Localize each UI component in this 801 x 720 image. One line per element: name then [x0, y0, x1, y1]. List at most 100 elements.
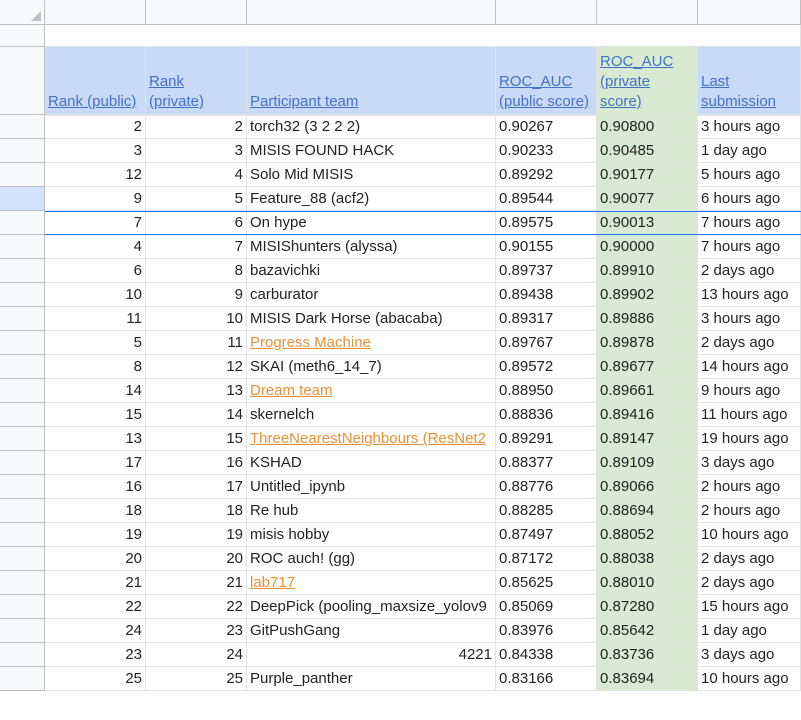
row-header-8[interactable] [0, 211, 45, 235]
last-submission-cell[interactable]: 9 hours ago [698, 379, 801, 403]
public-score-cell[interactable]: 0.83976 [496, 619, 597, 643]
team-cell[interactable]: Re hub [247, 499, 496, 523]
private-score-cell[interactable]: 0.89910 [597, 259, 698, 283]
private-score-cell[interactable]: 0.90077 [597, 187, 698, 211]
header-private-score[interactable]: ROC_AUC (private score) [597, 47, 698, 115]
row-header-4[interactable] [0, 115, 45, 139]
team-cell[interactable]: skernelch [247, 403, 496, 427]
column-header-F[interactable] [698, 0, 801, 25]
last-submission-cell[interactable]: 2 days ago [698, 571, 801, 595]
rank-public-cell[interactable]: 22 [45, 595, 146, 619]
team-cell[interactable]: torch32 (3 2 2 2) [247, 115, 496, 139]
private-score-cell[interactable]: 0.88038 [597, 547, 698, 571]
rank-public-cell[interactable]: 23 [45, 643, 146, 667]
rank-public-cell[interactable]: 21 [45, 571, 146, 595]
public-score-cell[interactable]: 0.84338 [496, 643, 597, 667]
rank-public-cell[interactable]: 2 [45, 115, 146, 139]
row-header-21[interactable] [0, 523, 45, 547]
rank-private-cell[interactable]: 3 [146, 139, 247, 163]
public-score-cell[interactable]: 0.85069 [496, 595, 597, 619]
private-score-cell[interactable]: 0.87280 [597, 595, 698, 619]
team-cell[interactable]: Progress Machine [247, 331, 496, 355]
private-score-cell[interactable]: 0.89677 [597, 355, 698, 379]
rank-private-cell[interactable]: 6 [146, 211, 247, 235]
last-submission-cell[interactable]: 14 hours ago [698, 355, 801, 379]
last-submission-cell[interactable]: 2 hours ago [698, 499, 801, 523]
rank-private-cell[interactable]: 19 [146, 523, 247, 547]
public-score-cell[interactable]: 0.89438 [496, 283, 597, 307]
team-cell[interactable]: Solo Mid MISIS [247, 163, 496, 187]
rank-public-cell[interactable]: 9 [45, 187, 146, 211]
team-cell[interactable]: MISIShunters (alyssa) [247, 235, 496, 259]
public-score-cell[interactable]: 0.89575 [496, 211, 597, 235]
public-score-cell[interactable]: 0.88285 [496, 499, 597, 523]
public-score-cell[interactable]: 0.89767 [496, 331, 597, 355]
last-submission-cell[interactable]: 5 hours ago [698, 163, 801, 187]
team-cell[interactable]: misis hobby [247, 523, 496, 547]
rank-public-cell[interactable]: 24 [45, 619, 146, 643]
rank-private-cell[interactable]: 9 [146, 283, 247, 307]
row-header-20[interactable] [0, 499, 45, 523]
rank-public-cell[interactable]: 20 [45, 547, 146, 571]
row-header-23[interactable] [0, 571, 45, 595]
row-header-17[interactable] [0, 427, 45, 451]
public-score-cell[interactable]: 0.83166 [496, 667, 597, 691]
header-participant-team-link[interactable]: Participant team [250, 93, 359, 110]
public-score-cell[interactable]: 0.89292 [496, 163, 597, 187]
row-header-26[interactable] [0, 643, 45, 667]
rank-public-cell[interactable]: 12 [45, 163, 146, 187]
column-header-D[interactable] [496, 0, 597, 25]
rank-public-cell[interactable]: 8 [45, 355, 146, 379]
last-submission-cell[interactable]: 3 hours ago [698, 307, 801, 331]
private-score-cell[interactable]: 0.89066 [597, 475, 698, 499]
public-score-cell[interactable]: 0.89737 [496, 259, 597, 283]
private-score-cell[interactable]: 0.90177 [597, 163, 698, 187]
last-submission-cell[interactable]: 3 days ago [698, 451, 801, 475]
public-score-cell[interactable]: 0.89544 [496, 187, 597, 211]
team-cell[interactable]: Dream team [247, 379, 496, 403]
last-submission-cell[interactable]: 15 hours ago [698, 595, 801, 619]
rank-private-cell[interactable]: 8 [146, 259, 247, 283]
public-score-cell[interactable]: 0.90233 [496, 139, 597, 163]
column-header-C[interactable] [247, 0, 496, 25]
private-score-cell[interactable]: 0.89878 [597, 331, 698, 355]
row-header-6[interactable] [0, 163, 45, 187]
team-cell[interactable]: lab717 [247, 571, 496, 595]
row-header-2[interactable] [0, 47, 45, 115]
rank-private-cell[interactable]: 20 [146, 547, 247, 571]
rank-public-cell[interactable]: 7 [45, 211, 146, 235]
team-cell[interactable]: MISIS Dark Horse (abacaba) [247, 307, 496, 331]
rank-public-cell[interactable]: 25 [45, 667, 146, 691]
row-header-7[interactable] [0, 187, 45, 211]
team-cell[interactable]: ROC auch! (gg) [247, 547, 496, 571]
last-submission-cell[interactable]: 2 days ago [698, 547, 801, 571]
rank-public-cell[interactable]: 13 [45, 427, 146, 451]
sheet-title-cell[interactable] [45, 25, 801, 47]
public-score-cell[interactable]: 0.90267 [496, 115, 597, 139]
column-header-B[interactable] [146, 0, 247, 25]
last-submission-cell[interactable]: 10 hours ago [698, 523, 801, 547]
public-score-cell[interactable]: 0.88836 [496, 403, 597, 427]
column-header-E[interactable] [597, 0, 698, 25]
team-cell[interactable]: KSHAD [247, 451, 496, 475]
last-submission-cell[interactable]: 6 hours ago [698, 187, 801, 211]
last-submission-cell[interactable]: 10 hours ago [698, 667, 801, 691]
public-score-cell[interactable]: 0.89291 [496, 427, 597, 451]
private-score-cell[interactable]: 0.85642 [597, 619, 698, 643]
row-header-1[interactable] [0, 25, 45, 47]
public-score-cell[interactable]: 0.85625 [496, 571, 597, 595]
row-header-22[interactable] [0, 547, 45, 571]
select-all-corner[interactable] [0, 0, 45, 25]
rank-private-cell[interactable]: 18 [146, 499, 247, 523]
team-cell[interactable]: GitPushGang [247, 619, 496, 643]
row-header-11[interactable] [0, 283, 45, 307]
team-cell[interactable]: 4221 [247, 643, 496, 667]
header-rank-private-link[interactable]: Rank (private) [149, 73, 205, 110]
rank-private-cell[interactable]: 23 [146, 619, 247, 643]
rank-private-cell[interactable]: 16 [146, 451, 247, 475]
team-cell[interactable]: Feature_88 (acf2) [247, 187, 496, 211]
header-rank-private[interactable]: Rank (private) [146, 47, 247, 115]
private-score-cell[interactable]: 0.90800 [597, 115, 698, 139]
private-score-cell[interactable]: 0.83694 [597, 667, 698, 691]
